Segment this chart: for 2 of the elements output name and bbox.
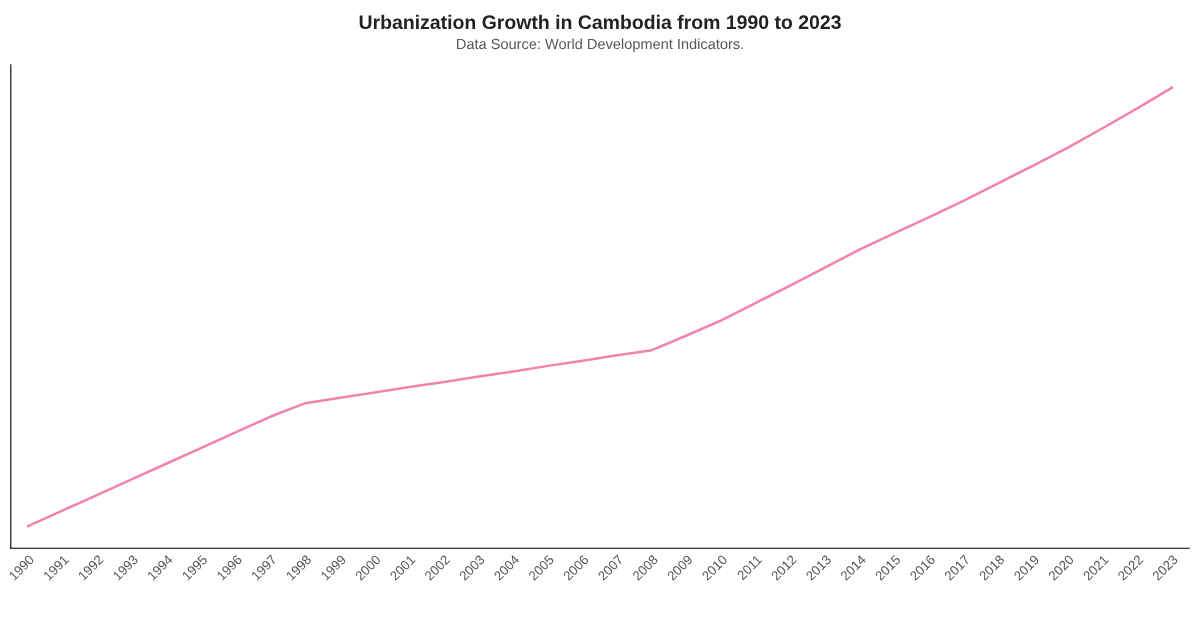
chart-subtitle: Data Source: World Development Indicators.: [457, 38, 743, 53]
chart-title: Urbanization Growth in Cambodia from 1990 to 2023: [359, 14, 841, 30]
